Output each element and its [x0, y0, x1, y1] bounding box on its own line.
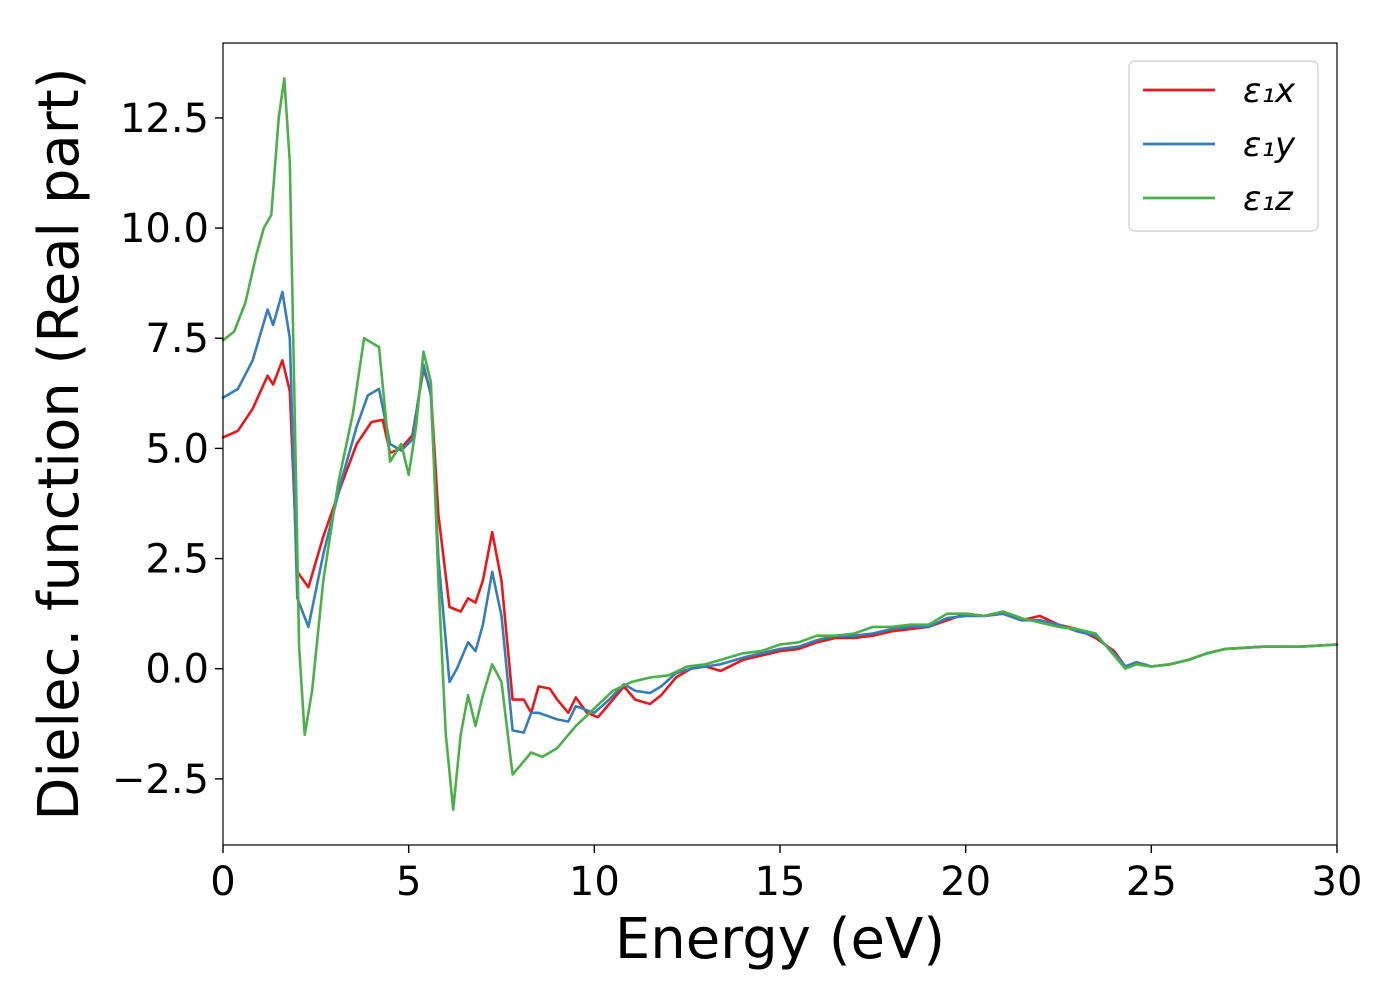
- x-tick-label: 20: [940, 859, 991, 905]
- series-layer: [221, 77, 1339, 811]
- series-line-3: [221, 77, 1339, 811]
- legend: ε₁x ε₁y ε₁z: [1128, 60, 1319, 232]
- y-tick-label: 2.5: [145, 537, 209, 583]
- legend-label-1: ε₁x: [1243, 71, 1296, 111]
- legend-label-3: ε₁z: [1243, 179, 1294, 219]
- x-tick-label: 15: [755, 859, 806, 905]
- legend-items: ε₁x ε₁y ε₁z: [1143, 71, 1296, 219]
- x-tick-label: 25: [1126, 859, 1177, 905]
- x-tick-label: 5: [396, 859, 421, 905]
- y-tick-label: 7.5: [145, 316, 209, 362]
- y-tick-label: 12.5: [120, 96, 209, 142]
- x-tick-label: 30: [1312, 859, 1363, 905]
- x-axis-ticks: 0 5 10 15 20 25 30: [210, 845, 1362, 905]
- x-axis-title: Energy (eV): [615, 907, 945, 972]
- y-tick-label: 10.0: [120, 206, 209, 252]
- x-tick-label: 10: [569, 859, 620, 905]
- x-tick-label: 0: [210, 859, 235, 905]
- legend-box: [1128, 60, 1319, 232]
- legend-label-2: ε₁y: [1243, 125, 1296, 165]
- y-axis-title: Dielec. function (Real part): [27, 67, 92, 820]
- y-tick-label: −2.5: [112, 757, 209, 803]
- y-tick-label: 5.0: [145, 426, 209, 472]
- y-tick-label: 0.0: [145, 647, 209, 693]
- y-axis-ticks: −2.5 0.0 2.5 5.0 7.5 10.0 12.5: [112, 96, 223, 803]
